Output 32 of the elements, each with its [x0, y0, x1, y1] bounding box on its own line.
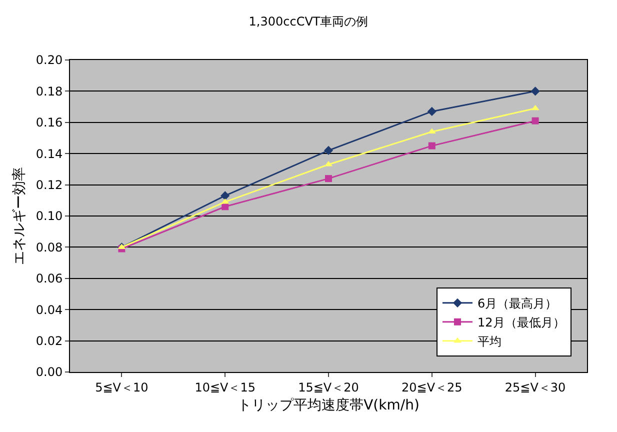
y-tick-label: 0.04: [36, 302, 63, 317]
legend-label: 平均: [477, 334, 502, 349]
y-tick-label: 0.12: [36, 178, 63, 192]
point: [532, 117, 539, 124]
x-tick-label: 25≦V＜30: [504, 380, 566, 394]
legend-label: 6月（最高月）: [477, 296, 558, 311]
y-tick-label: 0.00: [36, 365, 63, 380]
x-axis-title: トリップ平均速度帯V(km/h): [238, 398, 420, 414]
point: [221, 198, 230, 204]
y-axis-title: エネルギー効率: [11, 167, 28, 265]
x-tick-label: 20≦V＜25: [401, 380, 462, 394]
y-tick-label: 0.06: [36, 272, 63, 286]
y-tick-label: 0.14: [36, 146, 63, 161]
point: [530, 86, 540, 96]
point: [428, 142, 436, 150]
y-tick-label: 0.02: [36, 334, 63, 348]
legend-label: 12月（最低月）: [477, 316, 565, 330]
point: [222, 203, 229, 210]
y-tick-label: 0.08: [36, 240, 63, 254]
point: [325, 175, 332, 182]
point: [324, 146, 334, 156]
point: [531, 104, 540, 110]
x-tick-label: 15≦V＜20: [298, 380, 359, 394]
x-tick-label: 5≦V＜10: [95, 380, 148, 394]
point: [427, 106, 436, 116]
y-tick-label: 0.10: [36, 209, 63, 224]
y-tick-label: 0.18: [36, 84, 63, 98]
chart-title: 1,300ccCVT車両の例: [248, 14, 368, 29]
x-tick-label: 10≦V＜15: [194, 380, 256, 394]
y-tick-label: 0.20: [36, 53, 63, 68]
point: [220, 191, 230, 200]
y-tick-label: 0.16: [36, 116, 63, 130]
